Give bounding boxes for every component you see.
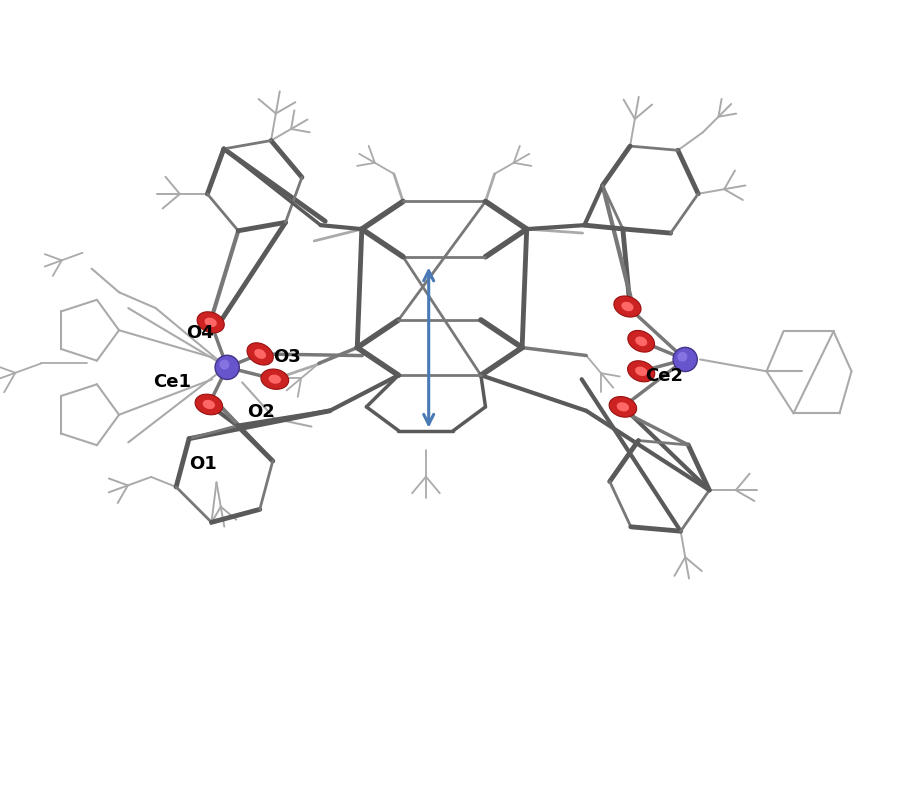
Ellipse shape <box>673 348 697 371</box>
Ellipse shape <box>220 359 229 370</box>
Ellipse shape <box>627 361 655 382</box>
Ellipse shape <box>247 343 273 365</box>
Ellipse shape <box>616 402 629 412</box>
Ellipse shape <box>202 400 215 409</box>
Ellipse shape <box>195 394 223 415</box>
Ellipse shape <box>614 296 641 317</box>
Ellipse shape <box>627 330 655 352</box>
Text: O2: O2 <box>247 404 275 421</box>
Text: O1: O1 <box>190 455 217 472</box>
Ellipse shape <box>261 369 289 389</box>
Text: Ce1: Ce1 <box>153 373 191 390</box>
Ellipse shape <box>635 337 648 346</box>
Ellipse shape <box>621 302 634 311</box>
Ellipse shape <box>215 356 239 379</box>
Ellipse shape <box>255 349 266 359</box>
Ellipse shape <box>609 397 637 417</box>
Ellipse shape <box>197 312 224 333</box>
Ellipse shape <box>204 318 217 327</box>
Text: O4: O4 <box>186 325 213 342</box>
Ellipse shape <box>635 367 648 376</box>
Ellipse shape <box>268 374 281 384</box>
Text: O3: O3 <box>273 348 300 366</box>
Ellipse shape <box>678 352 687 362</box>
Text: Ce2: Ce2 <box>645 367 683 385</box>
